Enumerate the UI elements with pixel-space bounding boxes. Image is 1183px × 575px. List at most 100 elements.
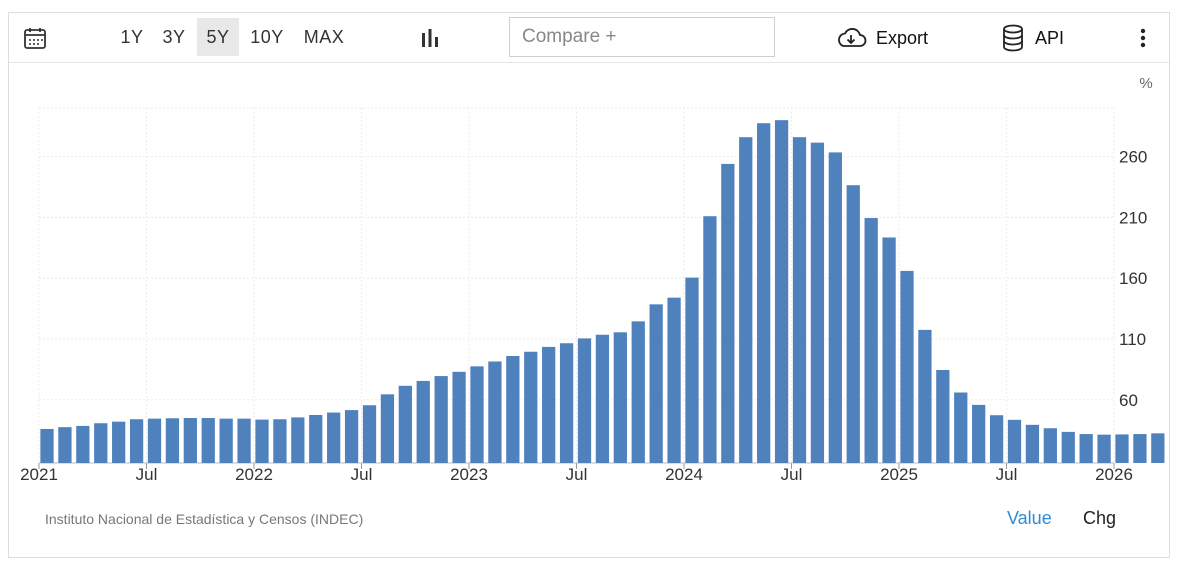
bar[interactable] xyxy=(972,404,986,463)
chart-grid xyxy=(38,107,1115,469)
range-max-button[interactable]: MAX xyxy=(303,26,345,47)
compare-input[interactable] xyxy=(509,17,775,57)
bar[interactable] xyxy=(559,343,574,463)
bar[interactable] xyxy=(327,412,341,463)
range-5y-button[interactable]: 5Y xyxy=(197,18,239,56)
x-tick-label: 2026 xyxy=(1095,465,1133,484)
bar[interactable] xyxy=(219,418,233,464)
cloud-download-icon xyxy=(838,28,867,47)
bar[interactable] xyxy=(774,120,789,463)
bar[interactable] xyxy=(703,216,717,463)
bar[interactable] xyxy=(362,405,377,463)
bar[interactable] xyxy=(864,218,878,463)
bar[interactable] xyxy=(828,152,842,464)
bar[interactable] xyxy=(291,417,305,463)
bar[interactable] xyxy=(452,371,466,463)
bar[interactable] xyxy=(936,369,950,463)
x-tick-label: Jul xyxy=(781,465,803,484)
bar[interactable] xyxy=(273,419,287,463)
bar[interactable] xyxy=(58,427,72,463)
bar[interactable] xyxy=(488,361,502,463)
bar[interactable] xyxy=(542,346,556,463)
bar[interactable] xyxy=(1097,434,1111,463)
bar[interactable] xyxy=(1079,434,1093,463)
x-axis: 2021 Jul 2022 Jul 2023 Jul 2024 Jul 2025 Jul 2026 xyxy=(20,465,1133,484)
value-tab[interactable]: Value xyxy=(1007,508,1052,528)
api-button[interactable]: API xyxy=(1001,13,1064,63)
chart-type-icon[interactable] xyxy=(419,13,441,63)
y-axis-unit: % xyxy=(1139,75,1152,92)
bar[interactable] xyxy=(1133,434,1147,463)
more-options-icon[interactable] xyxy=(1139,13,1147,63)
bar[interactable] xyxy=(76,425,90,463)
bar[interactable] xyxy=(129,419,144,463)
x-tick-label: 2021 xyxy=(20,465,58,484)
bar[interactable] xyxy=(1115,434,1129,463)
bar[interactable] xyxy=(237,418,251,464)
bar[interactable] xyxy=(201,418,215,463)
bar[interactable] xyxy=(1061,431,1075,463)
y-tick-label: 60 xyxy=(1119,391,1138,410)
range-10y-button[interactable]: 10Y xyxy=(250,26,284,47)
bar[interactable] xyxy=(380,394,395,463)
x-tick-label: 2024 xyxy=(665,465,703,484)
export-button[interactable]: Export xyxy=(835,13,928,63)
bar[interactable] xyxy=(846,185,860,463)
bar[interactable] xyxy=(165,418,180,463)
bar[interactable] xyxy=(649,304,663,463)
bar[interactable] xyxy=(613,332,627,463)
bar[interactable] xyxy=(506,356,520,463)
x-tick-label: Jul xyxy=(136,465,158,484)
calendar-icon[interactable] xyxy=(23,13,47,63)
bar[interactable] xyxy=(792,137,807,463)
chart-toolbar: 1Y 3Y 5Y 10Y MAX Export xyxy=(9,13,1169,63)
bar[interactable] xyxy=(434,376,448,463)
y-tick-label: 210 xyxy=(1119,208,1147,227)
bar[interactable] xyxy=(40,428,54,463)
source-credit: Instituto Nacional de Estadística y Cens… xyxy=(45,511,364,527)
bar[interactable] xyxy=(954,392,968,463)
y-axis: 60 110 160 210 260 xyxy=(1119,148,1147,410)
x-tick-label: Jul xyxy=(566,465,588,484)
y-tick-label: 110 xyxy=(1119,330,1146,349)
bar[interactable] xyxy=(810,142,825,463)
bar[interactable] xyxy=(1151,433,1165,463)
bar[interactable] xyxy=(183,418,197,463)
bar[interactable] xyxy=(524,351,538,463)
bar[interactable] xyxy=(398,385,412,463)
bar[interactable] xyxy=(1007,419,1022,463)
bar[interactable] xyxy=(470,366,484,463)
bar[interactable] xyxy=(577,338,592,463)
x-tick-label: Jul xyxy=(351,465,373,484)
bar[interactable] xyxy=(1043,428,1057,463)
x-tick-label: 2025 xyxy=(880,465,918,484)
bar[interactable] xyxy=(94,423,108,463)
chg-tab[interactable]: Chg xyxy=(1083,508,1117,528)
bar[interactable] xyxy=(882,237,896,463)
chart-bars xyxy=(40,120,1165,464)
range-3y-button[interactable]: 3Y xyxy=(162,26,186,47)
chart-widget: 1Y 3Y 5Y 10Y MAX Export xyxy=(8,12,1170,558)
bar[interactable] xyxy=(595,334,610,463)
bar-chart: 60 110 160 210 260 2021 Jul 2022 Jul 2023 Jul 2024… xyxy=(20,75,1165,484)
bar[interactable] xyxy=(344,410,359,463)
range-1y-button[interactable]: 1Y xyxy=(120,26,144,47)
bar[interactable] xyxy=(721,163,735,464)
bar[interactable] xyxy=(416,380,430,463)
bar[interactable] xyxy=(631,321,645,463)
bar[interactable] xyxy=(685,277,699,463)
bar[interactable] xyxy=(112,421,126,463)
bar[interactable] xyxy=(147,418,162,464)
bar[interactable] xyxy=(309,414,323,463)
database-icon xyxy=(1003,24,1023,52)
bar[interactable] xyxy=(739,137,753,463)
bar[interactable] xyxy=(667,297,681,463)
bar[interactable] xyxy=(1025,424,1040,463)
api-label: API xyxy=(1035,27,1065,48)
bar[interactable] xyxy=(989,415,1004,463)
bar[interactable] xyxy=(900,270,914,463)
bar[interactable] xyxy=(918,329,932,464)
bar[interactable] xyxy=(255,419,269,463)
export-label: Export xyxy=(876,27,929,48)
bar[interactable] xyxy=(757,123,771,463)
